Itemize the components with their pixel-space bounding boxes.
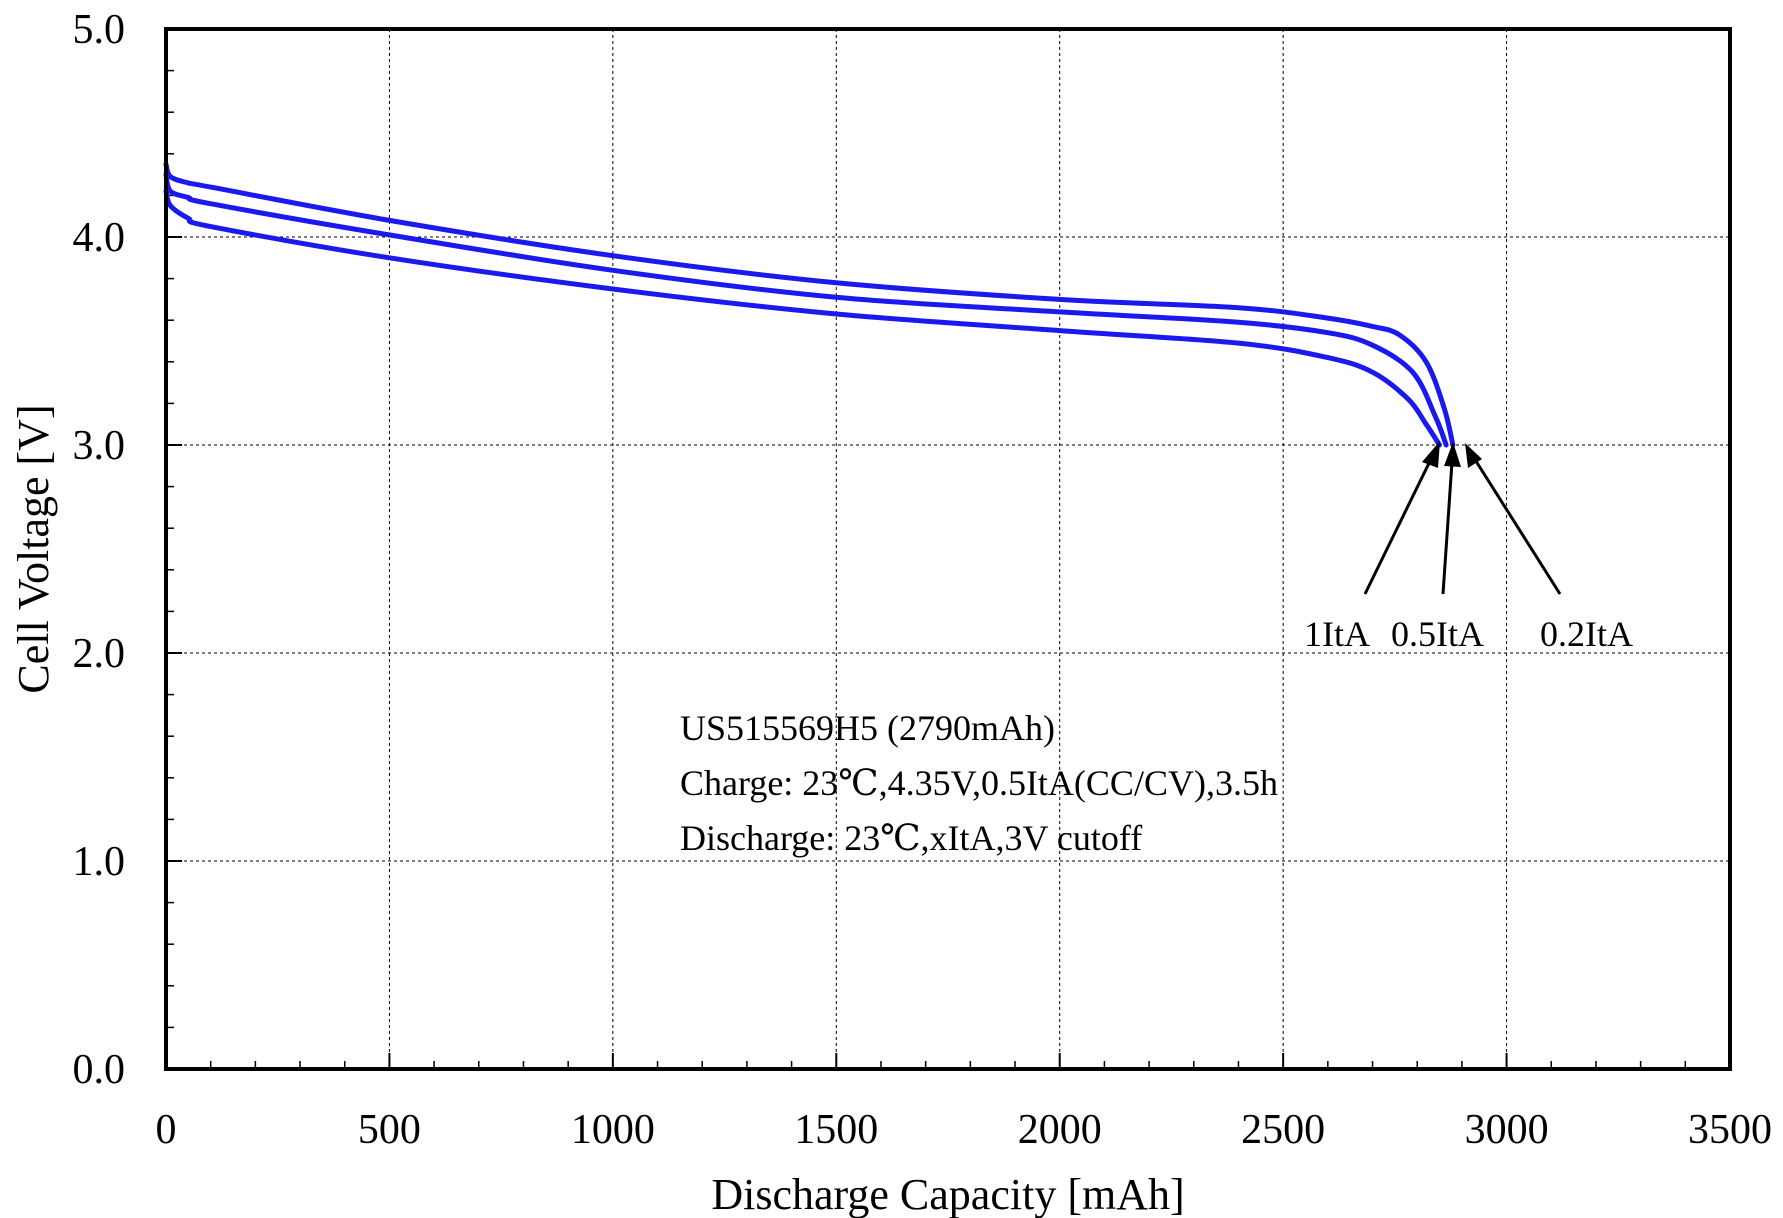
annotation-cell-model: US515569H5 (2790mAh) <box>680 708 1055 748</box>
series-label-02ita: 0.2ItA <box>1540 614 1633 654</box>
y-tick-label: 4.0 <box>73 215 126 261</box>
annotation-charge: Charge: 23℃,4.35V,0.5ItA(CC/CV),3.5h <box>680 763 1278 803</box>
y-tick-label: 2.0 <box>73 631 126 677</box>
x-axis-title: Discharge Capacity [mAh] <box>711 1170 1184 1218</box>
x-tick-label: 1000 <box>571 1107 655 1153</box>
plot-frame <box>166 29 1730 1069</box>
series-callouts: 1ItA 0.5ItA 0.2ItA <box>1304 441 1633 654</box>
series-line <box>166 164 1453 445</box>
annotation-box: US515569H5 (2790mAh) Charge: 23℃,4.35V,0… <box>680 708 1278 858</box>
series-label-1ita: 1ItA <box>1304 614 1370 654</box>
arrowhead-1ita <box>1422 441 1440 468</box>
x-tick-label: 3000 <box>1465 1107 1549 1153</box>
arrow-1ita <box>1365 457 1432 594</box>
x-tick-label: 0 <box>156 1107 177 1153</box>
y-tick-label: 5.0 <box>73 7 126 53</box>
x-tick-label: 2500 <box>1241 1107 1325 1153</box>
x-tick-label: 500 <box>358 1107 421 1153</box>
arrow-02ita <box>1474 458 1560 594</box>
grid-lines <box>166 29 1730 1069</box>
arrow-05ita <box>1443 462 1452 594</box>
x-tick-label: 2000 <box>1018 1107 1102 1153</box>
annotation-discharge: Discharge: 23℃,xItA,3V cutoff <box>680 818 1142 858</box>
x-tick-label: 3500 <box>1688 1107 1772 1153</box>
y-tick-label: 0.0 <box>73 1047 126 1093</box>
y-tick-label: 3.0 <box>73 423 126 469</box>
minor-ticks <box>166 29 1730 1069</box>
y-axis-title: Cell Voltage [V] <box>9 404 58 693</box>
discharge-curves <box>166 164 1453 445</box>
x-tick-label: 1500 <box>794 1107 878 1153</box>
y-tick-label: 1.0 <box>73 839 126 885</box>
series-label-05ita: 0.5ItA <box>1391 614 1484 654</box>
tick-labels: 0 500 1000 1500 2000 2500 3000 3500 0.0 1.0 2.0 3.0… <box>73 7 1773 1153</box>
